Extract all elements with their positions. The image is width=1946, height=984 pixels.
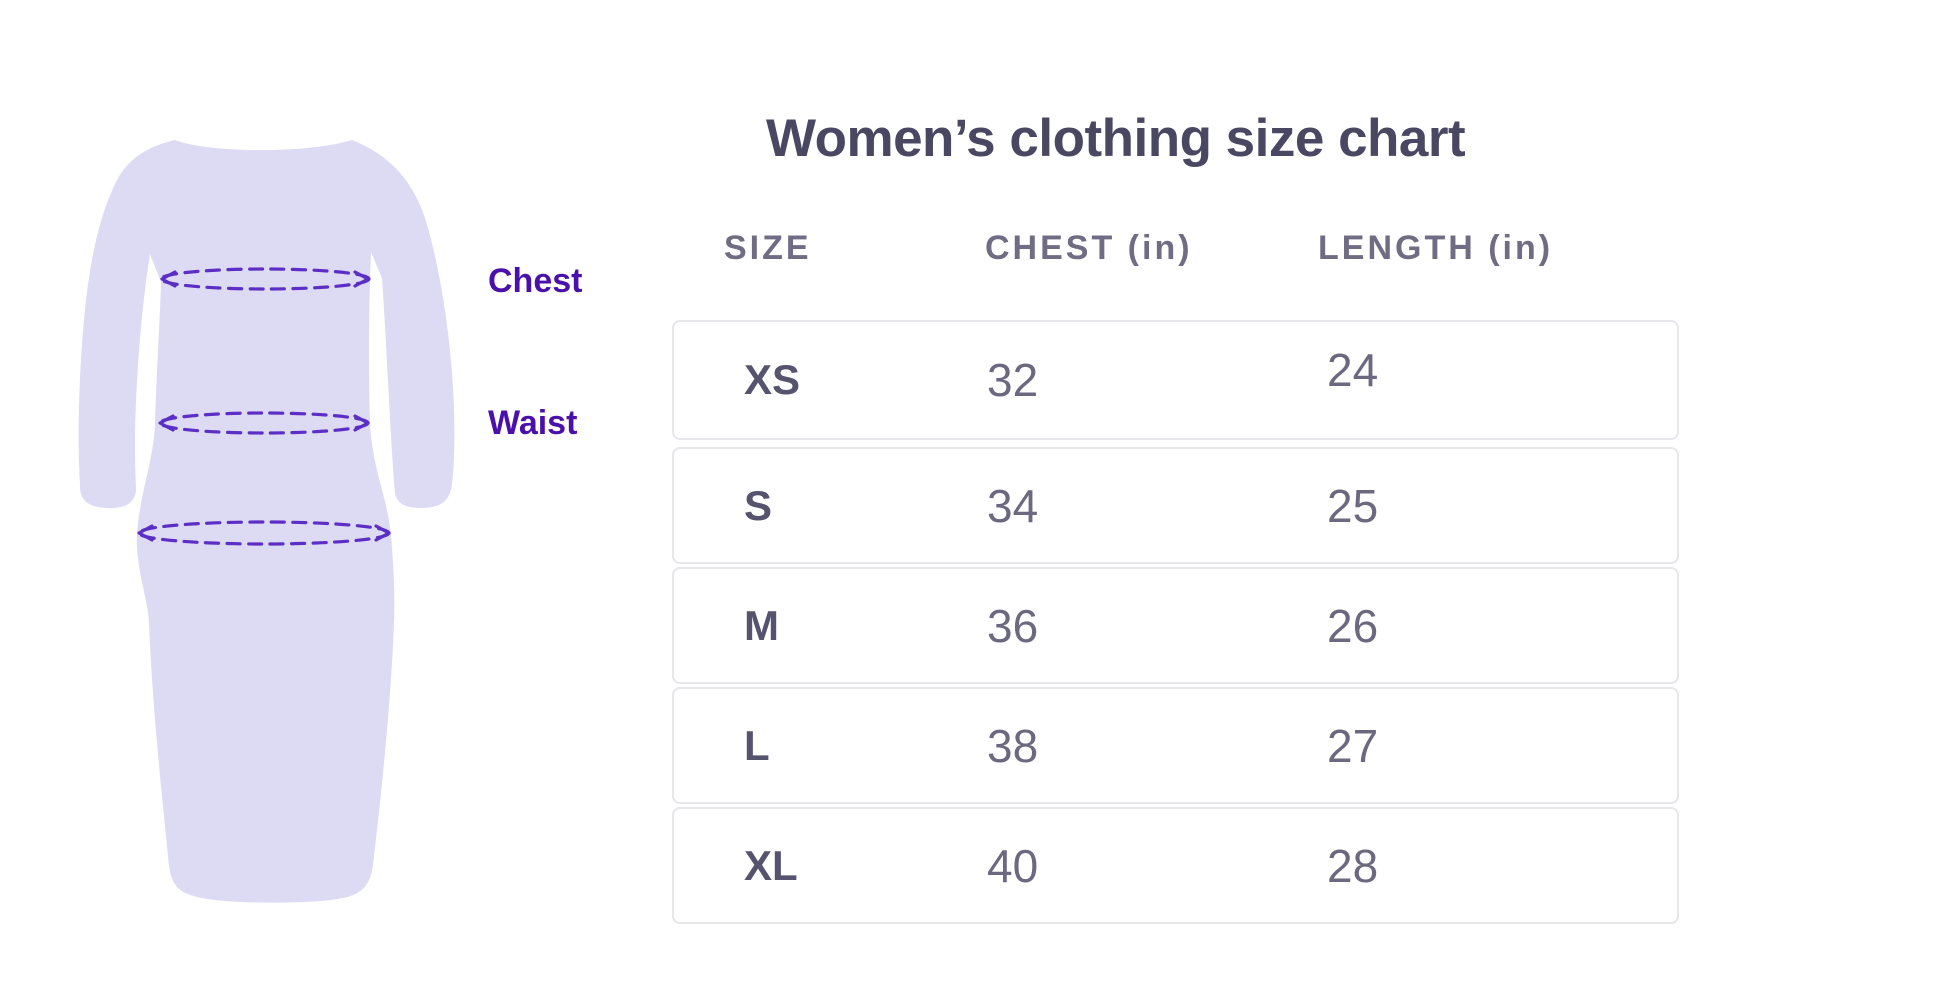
table-row-xs: XS 32 24 — [672, 320, 1679, 440]
chest-right-arrow-icon — [353, 270, 370, 288]
table-row-xl: XL 40 28 — [672, 807, 1679, 924]
column-header-length: LENGTH (in) — [1318, 229, 1554, 267]
waist-label: Waist — [488, 404, 578, 442]
chest-measurement-ellipse — [159, 267, 371, 291]
dress-illustration — [78, 140, 455, 903]
waist-right-arrow-icon — [353, 414, 370, 432]
table-row-s: S 34 25 — [672, 447, 1679, 564]
length-cell: 26 — [1327, 599, 1379, 652]
table-header-row: SIZE CHEST (in) LENGTH (in) — [672, 229, 1679, 268]
chest-label: Chest — [488, 262, 583, 300]
hip-right-arrow-icon — [374, 524, 391, 542]
length-cell: 25 — [1327, 479, 1379, 532]
page-title: Women’s clothing size chart — [766, 109, 1466, 168]
waist-left-arrow-icon — [158, 414, 175, 432]
column-header-chest: CHEST (in) — [985, 229, 1193, 267]
chest-cell: 40 — [987, 839, 1039, 892]
size-cell: XS — [744, 356, 801, 403]
table-row-m: M 36 26 — [672, 567, 1679, 684]
size-cell: L — [744, 721, 770, 769]
size-cell: S — [744, 481, 773, 529]
hip-left-arrow-icon — [137, 524, 154, 542]
size-cell: XL — [744, 841, 798, 889]
dress-silhouette — [78, 140, 455, 903]
chest-left-arrow-icon — [160, 270, 177, 288]
chest-cell: 36 — [987, 599, 1039, 652]
length-cell: 27 — [1327, 719, 1379, 772]
size-table: XS 32 24 S 34 25 M 36 26 L 38 27 XL 40 2… — [672, 320, 1679, 924]
chest-cell: 34 — [987, 479, 1039, 532]
hip-measurement-ellipse — [137, 520, 391, 546]
chest-cell: 38 — [987, 719, 1039, 772]
table-row-l: L 38 27 — [672, 687, 1679, 804]
length-cell: 28 — [1327, 839, 1379, 892]
chest-cell: 32 — [987, 354, 1039, 406]
length-cell: 24 — [1327, 344, 1379, 396]
size-cell: M — [744, 601, 779, 649]
waist-measurement-ellipse — [158, 411, 370, 435]
column-header-size: SIZE — [724, 229, 812, 267]
